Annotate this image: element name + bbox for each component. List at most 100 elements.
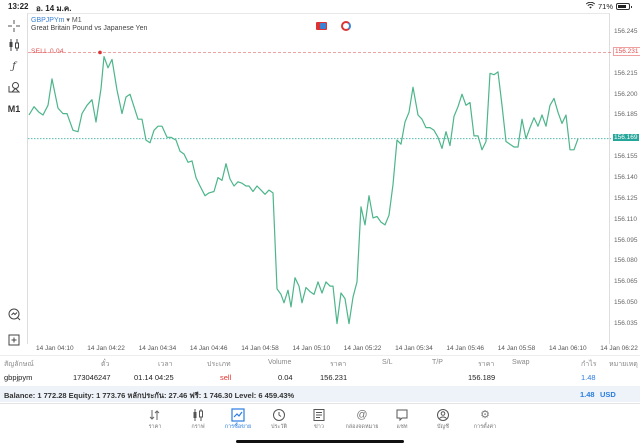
objects-icon [8, 82, 20, 93]
price-tick: 156.125 [614, 194, 638, 202]
tab-quotes[interactable]: ราคา [138, 408, 172, 431]
price-tick: 156.080 [614, 257, 638, 265]
tab-chat[interactable]: แชท [385, 408, 419, 431]
chart-canvas[interactable] [28, 14, 611, 345]
position-time: 01.14 04:25 [134, 373, 174, 382]
timeframe-label: M1 [7, 104, 21, 114]
tab-account[interactable]: บัญชี [426, 408, 460, 431]
home-indicator[interactable] [236, 440, 404, 443]
time-tick: 14 Jan 04:58 [241, 345, 279, 352]
time-tick: 14 Jan 04:34 [138, 345, 177, 352]
trade-button[interactable] [4, 305, 24, 323]
chart-timeframe: M1 [71, 17, 82, 24]
col-sl: S/L [382, 359, 393, 366]
sell-entry-marker [98, 50, 102, 55]
bottom-tab-bar: ราคา กราฟ การซื้อขาย ประวัติ ข่าว @ กล่อ… [0, 403, 640, 447]
tab-label: กล่องจดหมาย [345, 424, 379, 430]
time-axis[interactable]: 14 Jan 04:10 14 Jan 04:22 14 Jan 04:34 14 J… [27, 344, 640, 354]
price-tick: 156.095 [614, 236, 638, 244]
position-row[interactable]: gbpjpym 173046247 01.14 04:25 sell 0.04 … [0, 370, 640, 386]
price-tick: 156.140 [614, 174, 638, 181]
tab-chart[interactable]: กราฟ [181, 408, 215, 431]
col-swap: Swap [512, 359, 530, 366]
col-price: ราคา [478, 361, 495, 368]
current-price-tag: 156.169 [613, 133, 639, 141]
price-tick: 156.215 [614, 69, 638, 77]
sell-price-tag: 156.231 [613, 47, 640, 57]
time-tick: 14 Jan 05:34 [395, 345, 433, 352]
account-summary: Balance: 1 772.28 Equity: 1 773.76 หลักป… [4, 391, 295, 400]
history-icon [273, 409, 285, 421]
trade-icon [8, 308, 20, 320]
mailbox-icon: @ [356, 409, 368, 421]
crosshair-icon [8, 20, 20, 32]
position-current-price: 156.189 [468, 373, 496, 382]
candlestick-icon [193, 409, 203, 421]
candlestick-icon [9, 39, 19, 51]
account-currency: USD [600, 390, 616, 399]
symbol-dropdown-icon[interactable]: ▾ [66, 17, 72, 24]
tab-label: การตั้งค่า [473, 424, 497, 430]
col-time: เวลา [158, 361, 173, 368]
tab-mailbox[interactable]: @ กล่องจดหมาย [345, 408, 379, 431]
chat-icon [396, 409, 408, 422]
time-tick: 14 Jan 04:22 [87, 345, 125, 352]
account-icon [437, 409, 449, 421]
col-ticket: ตั๋ว [101, 361, 110, 368]
one-click-trading-icon[interactable] [316, 22, 327, 30]
timeframe-button[interactable]: M1 [4, 100, 24, 118]
tab-settings[interactable]: ⚙ การตั้งค่า [468, 408, 502, 431]
price-axis[interactable]: 156.245 156.215 156.200 156.185 156.155 156.1… [611, 13, 640, 344]
status-date: อ. 14 ม.ค. [36, 4, 72, 13]
price-tick: 156.065 [614, 278, 638, 286]
tab-trade[interactable]: การซื้อขาย [221, 408, 255, 431]
sell-position-label: SELL 0.04 [31, 48, 64, 55]
position-volume: 0.04 [278, 373, 293, 382]
battery-percent: 71% [597, 2, 613, 11]
position-profit: 1.48 [581, 373, 596, 382]
indicators-button[interactable]: ƒ [4, 57, 24, 75]
news-icon [313, 409, 325, 421]
tab-label: ประวัติ [270, 424, 288, 430]
status-time: 13:22 [8, 2, 29, 11]
wifi-icon [585, 1, 596, 11]
time-tick: 14 Jan 06:10 [549, 345, 587, 352]
col-volume: Volume [268, 359, 292, 366]
new-order-icon [8, 334, 20, 346]
time-tick: 14 Jan 06:22 [600, 345, 638, 352]
price-tick: 156.245 [614, 28, 638, 35]
objects-button[interactable] [4, 78, 24, 96]
time-tick: 14 Jan 04:46 [189, 345, 228, 352]
symbol-name[interactable]: GBPJPYm [31, 17, 65, 24]
position-ticket: 173046247 [73, 373, 111, 382]
price-tick: 156.155 [614, 153, 638, 161]
price-tick: 156.200 [614, 90, 638, 98]
quotes-icon [149, 410, 160, 420]
tab-news[interactable]: ข่าว [302, 408, 336, 431]
symbol-description: Great Britain Pound vs Japanese Yen [31, 25, 148, 32]
tab-label: บัญชี [437, 424, 449, 430]
time-tick: 14 Jan 05:46 [446, 345, 484, 352]
time-tick: 14 Jan 05:22 [343, 345, 382, 352]
price-tick: 156.050 [614, 299, 638, 307]
tab-label: ราคา [148, 424, 162, 430]
price-line [28, 55, 579, 325]
price-tick: 156.185 [614, 111, 638, 119]
col-type: ประเภท [207, 361, 231, 368]
trade-chart-icon [231, 408, 245, 422]
tab-label: แชท [396, 424, 408, 430]
new-order-button[interactable] [4, 331, 24, 349]
account-summary-bar: Balance: 1 772.28 Equity: 1 773.76 หลักป… [0, 386, 640, 402]
position-open-price: 156.231 [320, 373, 348, 382]
price-tick: 156.110 [614, 215, 638, 223]
price-chart[interactable]: GBPJPYm ▾ M1 Great Britain Pound vs Japa… [27, 13, 611, 345]
col-tp: T/P [432, 359, 443, 366]
col-profit: กำไร [581, 361, 597, 368]
crosshair-button[interactable] [4, 17, 24, 35]
indicators-icon: ƒ [12, 60, 16, 72]
total-profit: 1.48 [580, 390, 595, 399]
sync-indicator-icon[interactable] [341, 21, 351, 31]
time-tick: 14 Jan 05:10 [292, 345, 331, 352]
tab-history[interactable]: ประวัติ [262, 408, 296, 431]
chart-type-button[interactable] [4, 36, 24, 54]
